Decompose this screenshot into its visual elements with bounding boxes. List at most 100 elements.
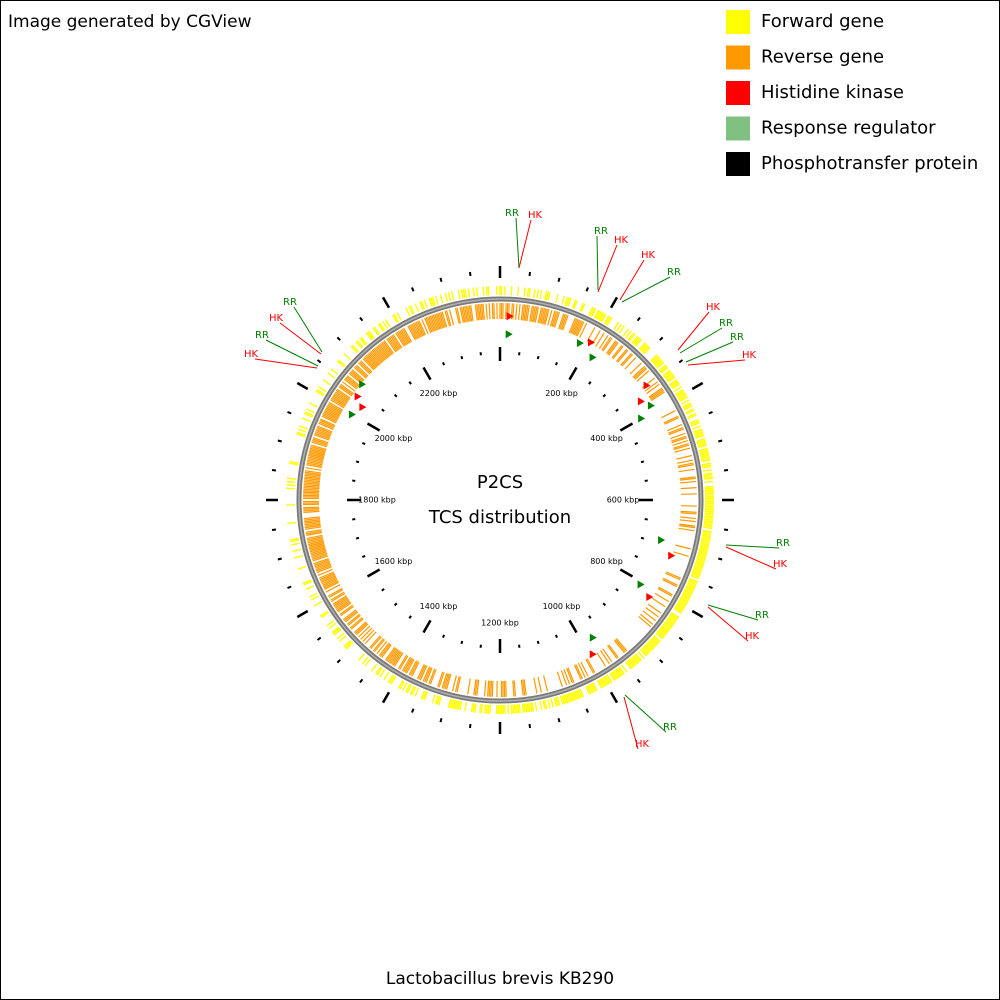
forward-gene bbox=[539, 700, 543, 711]
reverse-gene bbox=[456, 307, 462, 324]
tcs-marker bbox=[506, 312, 514, 321]
reverse-gene bbox=[543, 675, 549, 692]
forward-gene bbox=[666, 375, 675, 382]
reverse-gene bbox=[517, 303, 521, 321]
reverse-gene bbox=[549, 310, 556, 327]
reverse-gene bbox=[345, 376, 360, 388]
forward-gene bbox=[677, 600, 687, 607]
reverse-gene bbox=[380, 643, 391, 657]
reverse-gene bbox=[314, 431, 331, 438]
forward-gene bbox=[596, 311, 603, 320]
forward-gene bbox=[414, 687, 420, 697]
forward-gene bbox=[692, 568, 702, 574]
forward-gene bbox=[702, 465, 712, 469]
reverse-gene bbox=[369, 635, 381, 649]
reverse-gene bbox=[304, 476, 321, 480]
reverse-gene bbox=[676, 454, 693, 460]
forward-gene bbox=[602, 676, 609, 686]
reverse-gene bbox=[388, 336, 399, 351]
reverse-gene bbox=[571, 318, 579, 335]
reverse-gene bbox=[454, 307, 460, 324]
reverse-gene bbox=[673, 444, 690, 451]
reverse-gene bbox=[376, 640, 388, 655]
forward-gene bbox=[630, 657, 637, 666]
reverse-gene bbox=[426, 316, 434, 332]
forward-gene bbox=[662, 369, 671, 377]
forward-gene bbox=[431, 694, 436, 704]
reverse-gene bbox=[407, 325, 416, 341]
leader-line bbox=[254, 358, 318, 369]
reverse-gene bbox=[318, 421, 335, 429]
scale-label: 1400 kbp bbox=[420, 602, 458, 611]
reverse-gene bbox=[671, 435, 687, 442]
reverse-gene bbox=[679, 523, 696, 527]
forward-gene bbox=[687, 582, 697, 588]
outer-tick bbox=[528, 271, 532, 277]
reverse-gene bbox=[324, 410, 340, 419]
forward-gene bbox=[655, 360, 664, 368]
reverse-gene bbox=[322, 579, 338, 588]
reverse-gene bbox=[346, 613, 361, 625]
reverse-gene bbox=[349, 617, 363, 629]
reverse-gene bbox=[648, 387, 663, 398]
forward-gene bbox=[696, 556, 706, 561]
forward-gene bbox=[402, 682, 408, 691]
forward-gene bbox=[336, 632, 345, 640]
reverse-gene bbox=[680, 493, 697, 495]
forward-gene bbox=[475, 287, 479, 297]
forward-gene bbox=[657, 630, 666, 637]
outer-tick bbox=[691, 381, 704, 391]
reverse-gene bbox=[304, 519, 321, 523]
outer-tick bbox=[557, 277, 561, 282]
forward-gene bbox=[573, 300, 578, 310]
reverse-gene bbox=[634, 368, 648, 380]
forward-gene bbox=[423, 691, 429, 701]
forward-gene bbox=[605, 675, 611, 684]
reverse-gene bbox=[642, 610, 657, 622]
annotation-label: HK bbox=[745, 631, 760, 642]
outer-tick bbox=[659, 336, 664, 341]
tcs-marker bbox=[359, 380, 367, 389]
forward-gene bbox=[692, 425, 702, 430]
reverse-gene bbox=[490, 680, 493, 697]
forward-gene bbox=[399, 680, 405, 690]
reverse-gene bbox=[431, 314, 438, 331]
legend-label: Forward gene bbox=[761, 11, 884, 32]
forward-gene bbox=[694, 433, 704, 438]
forward-gene bbox=[381, 320, 389, 330]
reverse-gene bbox=[580, 661, 589, 677]
forward-gene bbox=[652, 636, 660, 644]
reverse-gene bbox=[607, 645, 618, 659]
forward-gene bbox=[357, 653, 365, 661]
reverse-gene bbox=[464, 306, 469, 323]
forward-gene bbox=[665, 619, 674, 627]
reverse-gene bbox=[674, 447, 691, 453]
forward-gene bbox=[699, 547, 709, 551]
forward-gene bbox=[303, 412, 313, 418]
reverse-gene bbox=[556, 671, 563, 688]
reverse-gene bbox=[662, 579, 678, 588]
inner-tick bbox=[536, 355, 540, 360]
tcs-marker bbox=[658, 536, 666, 545]
forward-gene bbox=[564, 296, 569, 306]
annotation-label: RR bbox=[663, 722, 677, 733]
reverse-gene bbox=[307, 457, 324, 463]
reverse-gene bbox=[325, 407, 341, 416]
forward-gene bbox=[408, 306, 414, 315]
forward-gene bbox=[302, 579, 312, 585]
forward-gene bbox=[660, 626, 669, 634]
forward-gene bbox=[676, 391, 686, 398]
leader-line bbox=[596, 235, 599, 291]
reverse-gene bbox=[559, 313, 566, 330]
forward-gene bbox=[685, 409, 695, 415]
reverse-gene bbox=[380, 343, 391, 357]
forward-gene bbox=[675, 605, 684, 611]
reverse-gene bbox=[343, 609, 357, 620]
forward-gene bbox=[384, 318, 391, 328]
reverse-gene bbox=[334, 597, 349, 608]
reverse-gene bbox=[645, 607, 659, 618]
reverse-gene bbox=[543, 308, 549, 325]
reverse-gene bbox=[303, 488, 320, 491]
reverse-gene bbox=[513, 680, 517, 697]
forward-gene bbox=[479, 704, 482, 714]
